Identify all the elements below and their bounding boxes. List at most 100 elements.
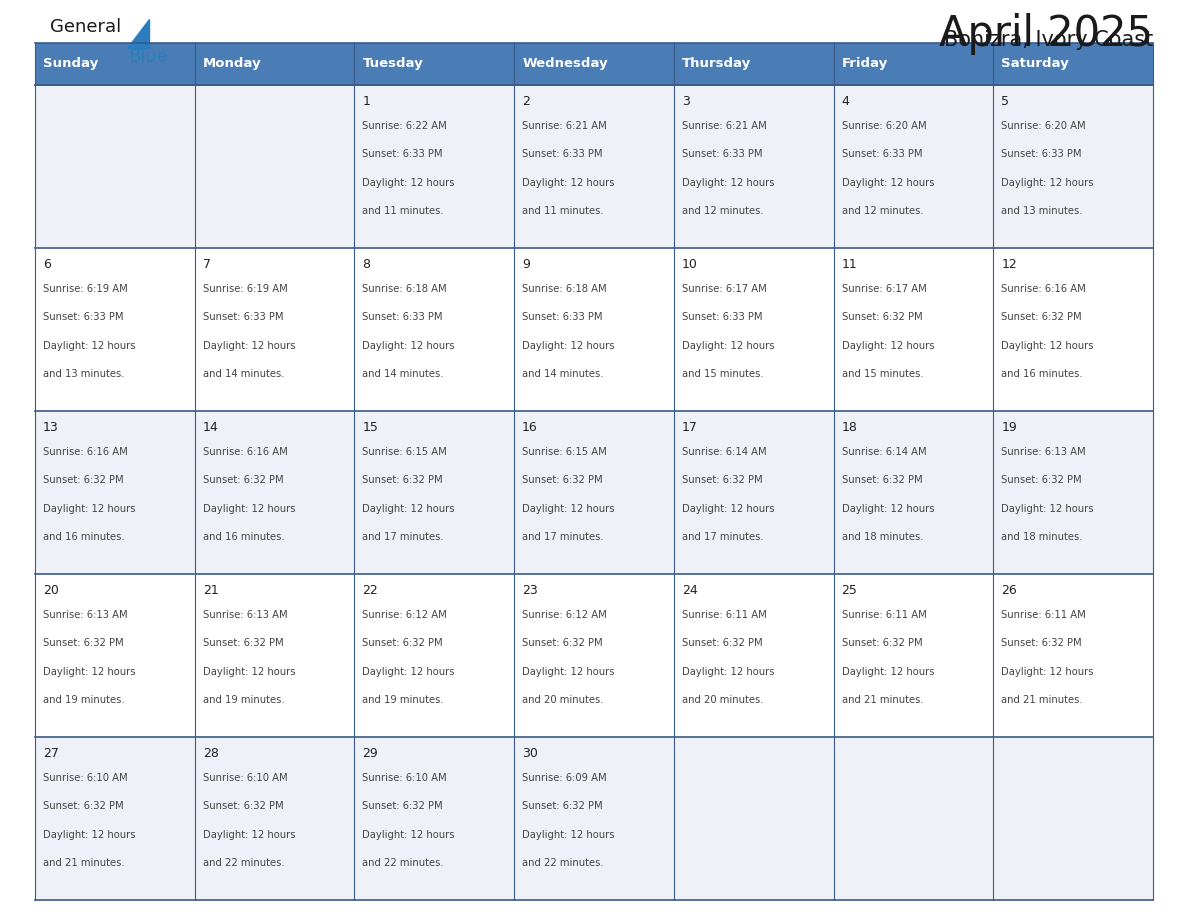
Text: and 21 minutes.: and 21 minutes.: [43, 858, 125, 868]
Text: 2: 2: [523, 95, 530, 107]
Text: Sunrise: 6:13 AM: Sunrise: 6:13 AM: [203, 610, 287, 620]
Text: Sunrise: 6:19 AM: Sunrise: 6:19 AM: [43, 284, 128, 294]
Text: Daylight: 12 hours: Daylight: 12 hours: [523, 830, 614, 840]
Text: Sunset: 6:32 PM: Sunset: 6:32 PM: [523, 476, 602, 486]
Bar: [34, 737, 195, 900]
Text: Daylight: 12 hours: Daylight: 12 hours: [1001, 178, 1094, 188]
Bar: [195, 737, 354, 900]
Text: Sunset: 6:32 PM: Sunset: 6:32 PM: [362, 801, 443, 812]
Text: Sunset: 6:32 PM: Sunset: 6:32 PM: [682, 476, 763, 486]
Text: and 19 minutes.: and 19 minutes.: [362, 696, 444, 705]
Text: and 15 minutes.: and 15 minutes.: [841, 369, 923, 379]
Bar: [34, 85, 195, 248]
Bar: [195, 411, 354, 574]
Text: Daylight: 12 hours: Daylight: 12 hours: [203, 504, 295, 514]
Text: Sunrise: 6:16 AM: Sunrise: 6:16 AM: [43, 447, 128, 457]
Text: Sunrise: 6:09 AM: Sunrise: 6:09 AM: [523, 773, 607, 783]
Text: 5: 5: [1001, 95, 1010, 107]
Bar: [834, 411, 993, 574]
Text: and 18 minutes.: and 18 minutes.: [841, 532, 923, 543]
Text: Sunrise: 6:11 AM: Sunrise: 6:11 AM: [1001, 610, 1086, 620]
Text: Sunrise: 6:16 AM: Sunrise: 6:16 AM: [203, 447, 287, 457]
Text: Sunrise: 6:14 AM: Sunrise: 6:14 AM: [682, 447, 766, 457]
Text: Bohizra, Ivory Coast: Bohizra, Ivory Coast: [943, 30, 1154, 50]
Text: and 22 minutes.: and 22 minutes.: [203, 858, 284, 868]
Bar: [34, 574, 195, 737]
Bar: [514, 43, 674, 85]
Bar: [993, 43, 1154, 85]
Text: 19: 19: [1001, 420, 1017, 434]
Text: 10: 10: [682, 258, 697, 271]
Bar: [993, 411, 1154, 574]
Text: Sunset: 6:33 PM: Sunset: 6:33 PM: [841, 150, 922, 160]
Bar: [195, 85, 354, 248]
Text: and 21 minutes.: and 21 minutes.: [1001, 696, 1083, 705]
Bar: [834, 248, 993, 411]
Text: 4: 4: [841, 95, 849, 107]
Text: 25: 25: [841, 584, 858, 597]
Text: Daylight: 12 hours: Daylight: 12 hours: [682, 504, 775, 514]
Bar: [834, 85, 993, 248]
Bar: [514, 85, 674, 248]
Text: and 11 minutes.: and 11 minutes.: [362, 207, 444, 217]
Text: Sunset: 6:32 PM: Sunset: 6:32 PM: [1001, 476, 1082, 486]
Polygon shape: [127, 19, 148, 48]
Text: and 19 minutes.: and 19 minutes.: [43, 696, 125, 705]
Text: Sunset: 6:32 PM: Sunset: 6:32 PM: [203, 476, 283, 486]
Text: and 16 minutes.: and 16 minutes.: [43, 532, 125, 543]
Text: Blue: Blue: [128, 48, 168, 66]
Text: and 20 minutes.: and 20 minutes.: [523, 696, 604, 705]
Text: and 21 minutes.: and 21 minutes.: [841, 696, 923, 705]
Bar: [354, 574, 514, 737]
Bar: [834, 43, 993, 85]
Text: 15: 15: [362, 420, 378, 434]
Text: Sunset: 6:32 PM: Sunset: 6:32 PM: [362, 476, 443, 486]
Text: Sunday: Sunday: [43, 58, 99, 71]
Text: 9: 9: [523, 258, 530, 271]
Text: Daylight: 12 hours: Daylight: 12 hours: [523, 504, 614, 514]
Bar: [514, 737, 674, 900]
Text: 1: 1: [362, 95, 371, 107]
Text: Thursday: Thursday: [682, 58, 751, 71]
Text: Daylight: 12 hours: Daylight: 12 hours: [362, 178, 455, 188]
Text: Sunset: 6:32 PM: Sunset: 6:32 PM: [523, 801, 602, 812]
Bar: [354, 43, 514, 85]
Bar: [993, 85, 1154, 248]
Text: Daylight: 12 hours: Daylight: 12 hours: [682, 178, 775, 188]
Text: Tuesday: Tuesday: [362, 58, 423, 71]
Text: Daylight: 12 hours: Daylight: 12 hours: [203, 341, 295, 351]
Text: Daylight: 12 hours: Daylight: 12 hours: [362, 341, 455, 351]
Bar: [354, 85, 514, 248]
Bar: [514, 248, 674, 411]
Text: Sunset: 6:32 PM: Sunset: 6:32 PM: [841, 476, 922, 486]
Text: Saturday: Saturday: [1001, 58, 1069, 71]
Text: Sunrise: 6:15 AM: Sunrise: 6:15 AM: [362, 447, 447, 457]
Text: Daylight: 12 hours: Daylight: 12 hours: [362, 504, 455, 514]
Text: Sunrise: 6:15 AM: Sunrise: 6:15 AM: [523, 447, 607, 457]
Text: Sunrise: 6:18 AM: Sunrise: 6:18 AM: [523, 284, 607, 294]
Text: and 19 minutes.: and 19 minutes.: [203, 696, 284, 705]
Text: Sunrise: 6:17 AM: Sunrise: 6:17 AM: [841, 284, 927, 294]
Text: and 14 minutes.: and 14 minutes.: [362, 369, 444, 379]
Text: 18: 18: [841, 420, 858, 434]
Text: Daylight: 12 hours: Daylight: 12 hours: [203, 666, 295, 677]
Text: Sunset: 6:32 PM: Sunset: 6:32 PM: [43, 476, 124, 486]
Text: Sunset: 6:33 PM: Sunset: 6:33 PM: [1001, 150, 1082, 160]
Bar: [195, 43, 354, 85]
Text: Daylight: 12 hours: Daylight: 12 hours: [682, 341, 775, 351]
Bar: [674, 411, 834, 574]
Text: Daylight: 12 hours: Daylight: 12 hours: [362, 666, 455, 677]
Text: Sunrise: 6:10 AM: Sunrise: 6:10 AM: [362, 773, 447, 783]
Text: Sunset: 6:32 PM: Sunset: 6:32 PM: [43, 638, 124, 648]
Text: 16: 16: [523, 420, 538, 434]
Text: Daylight: 12 hours: Daylight: 12 hours: [523, 178, 614, 188]
Text: Sunrise: 6:20 AM: Sunrise: 6:20 AM: [841, 121, 927, 131]
Text: 7: 7: [203, 258, 210, 271]
Text: Sunrise: 6:10 AM: Sunrise: 6:10 AM: [203, 773, 287, 783]
Text: and 14 minutes.: and 14 minutes.: [203, 369, 284, 379]
Text: Daylight: 12 hours: Daylight: 12 hours: [523, 341, 614, 351]
Text: Daylight: 12 hours: Daylight: 12 hours: [841, 341, 934, 351]
Text: Daylight: 12 hours: Daylight: 12 hours: [841, 504, 934, 514]
Text: 22: 22: [362, 584, 378, 597]
Text: Sunset: 6:33 PM: Sunset: 6:33 PM: [43, 312, 124, 322]
